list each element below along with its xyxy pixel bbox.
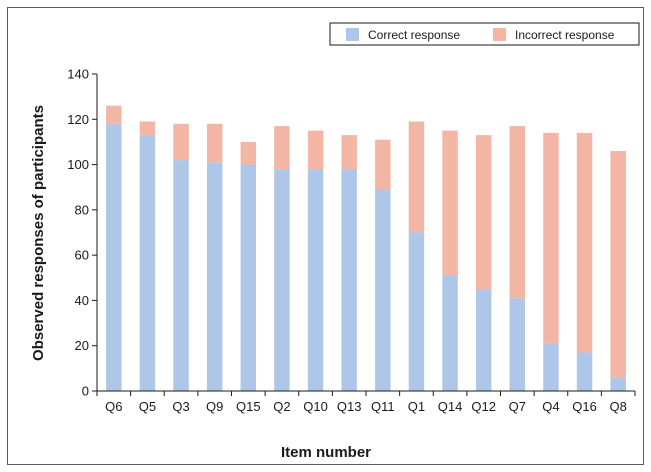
legend-label-incorrect: Incorrect response xyxy=(515,28,615,42)
y-tick-label: 120 xyxy=(67,112,89,127)
y-tick-label: 0 xyxy=(82,384,89,399)
bar-incorrect-q16 xyxy=(576,132,593,353)
bar-correct-q16 xyxy=(576,352,593,391)
bar-correct-q7 xyxy=(509,298,526,391)
bar-incorrect-q4 xyxy=(543,132,559,344)
bar-correct-q6 xyxy=(106,123,122,391)
x-tick-label-q1: Q1 xyxy=(408,399,425,414)
bar-incorrect-q3 xyxy=(173,123,189,161)
bar-incorrect-q12 xyxy=(475,135,492,290)
x-tick-label-q4: Q4 xyxy=(542,399,559,414)
legend: Correct response Incorrect response xyxy=(329,22,640,46)
x-tick-label-q6: Q6 xyxy=(105,399,122,414)
bar-correct-q12 xyxy=(475,289,492,391)
x-tick-label-q11: Q11 xyxy=(371,399,395,414)
bar-incorrect-q8 xyxy=(610,150,626,378)
legend-swatch-incorrect xyxy=(493,28,506,41)
bar-correct-q3 xyxy=(173,160,189,391)
bar-incorrect-q6 xyxy=(106,105,122,124)
bar-incorrect-q5 xyxy=(139,121,156,136)
x-tick-label-q3: Q3 xyxy=(172,399,189,414)
bar-correct-q15 xyxy=(240,164,257,391)
bar-incorrect-q14 xyxy=(442,130,458,276)
bar-correct-q4 xyxy=(543,343,559,391)
legend-label-correct: Correct response xyxy=(368,28,460,42)
y-axis: 0 20 40 60 80 100 120 140 xyxy=(67,67,98,399)
x-tick-label-q15: Q15 xyxy=(236,399,261,414)
bar-correct-q1 xyxy=(408,232,425,391)
x-tick-label-q2: Q2 xyxy=(273,399,290,414)
bar-correct-q10 xyxy=(307,169,324,391)
bar-correct-q9 xyxy=(206,162,223,391)
legend-box xyxy=(329,22,640,46)
bar-incorrect-q2 xyxy=(274,126,290,170)
y-axis-title: Observed responses of participants xyxy=(30,105,47,361)
bar-incorrect-q10 xyxy=(307,130,324,170)
y-tick-label: 40 xyxy=(75,293,89,308)
stacked-bar-chart: Correct response Incorrect response 0 20 4… xyxy=(30,22,640,461)
y-tick-label: 80 xyxy=(75,202,89,217)
bar-correct-q5 xyxy=(139,135,156,391)
bar-incorrect-q7 xyxy=(509,126,526,299)
x-tick-label-q14: Q14 xyxy=(438,399,463,414)
bar-correct-q14 xyxy=(442,275,458,391)
y-tick-label: 60 xyxy=(75,248,89,263)
bar-correct-q13 xyxy=(341,169,357,391)
x-tick-label-q5: Q5 xyxy=(139,399,156,414)
x-tick-label-q10: Q10 xyxy=(303,399,328,414)
bar-incorrect-q9 xyxy=(206,123,223,163)
bar-incorrect-q13 xyxy=(341,135,357,170)
x-tick-label-q12: Q12 xyxy=(471,399,496,414)
chart-frame: Correct response Incorrect response 0 20 4… xyxy=(7,7,644,465)
bar-correct-q8 xyxy=(610,377,626,391)
bars-group xyxy=(106,105,626,391)
bar-incorrect-q15 xyxy=(240,141,257,165)
legend-swatch-correct xyxy=(346,28,359,41)
x-tick-label-q13: Q13 xyxy=(337,399,362,414)
x-tick-label-q8: Q8 xyxy=(610,399,627,414)
x-tick-label-q9: Q9 xyxy=(206,399,223,414)
y-tick-label: 20 xyxy=(75,338,89,353)
x-axis-title: Item number xyxy=(281,444,371,461)
y-tick-label: 140 xyxy=(67,67,89,82)
bar-incorrect-q1 xyxy=(408,121,425,233)
bar-correct-q11 xyxy=(375,189,391,391)
x-axis: Q6 Q5 Q3 Q9 Q15 Q2 Q10 Q13 Q11 Q1 Q14 Q12 Q7 Q4 Q16 Q8 xyxy=(96,390,636,414)
x-tick-label-q7: Q7 xyxy=(509,399,526,414)
bar-correct-q2 xyxy=(274,169,290,391)
x-tick-label-q16: Q16 xyxy=(572,399,597,414)
y-tick-label: 100 xyxy=(67,157,89,172)
bar-incorrect-q11 xyxy=(375,139,391,190)
